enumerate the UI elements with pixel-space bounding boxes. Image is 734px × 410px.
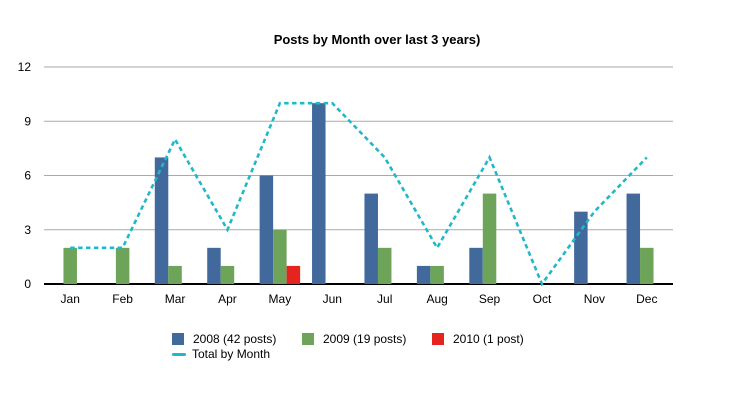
bar bbox=[377, 247, 392, 284]
bar bbox=[168, 265, 182, 284]
bar bbox=[469, 247, 483, 284]
bars-2010 bbox=[286, 265, 301, 284]
chart-title: Posts by Month over last 3 years) bbox=[273, 32, 481, 47]
month-label: Mar bbox=[165, 292, 186, 306]
month-label: Dec bbox=[636, 292, 657, 306]
bar bbox=[626, 193, 641, 284]
bar bbox=[63, 247, 77, 284]
bar bbox=[416, 265, 431, 284]
bar bbox=[364, 193, 378, 284]
bars-2008 bbox=[154, 103, 641, 285]
bar bbox=[430, 265, 444, 284]
bar bbox=[482, 193, 497, 284]
month-label: Nov bbox=[584, 292, 605, 306]
y-tick-label: 9 bbox=[24, 114, 31, 128]
month-label: Oct bbox=[533, 292, 552, 306]
bar bbox=[312, 103, 326, 285]
y-axis-labels: 0 3 6 9 12 bbox=[18, 60, 32, 291]
bar bbox=[574, 211, 588, 284]
month-label: Feb bbox=[112, 292, 133, 306]
month-label: Apr bbox=[218, 292, 237, 306]
bar bbox=[154, 157, 169, 284]
month-label: Sep bbox=[479, 292, 501, 306]
bar bbox=[286, 265, 301, 284]
bar bbox=[115, 247, 130, 284]
month-label: Jun bbox=[323, 292, 342, 306]
y-tick-label: 6 bbox=[24, 169, 31, 183]
month-label: Jan bbox=[61, 292, 80, 306]
y-tick-label: 3 bbox=[24, 223, 31, 237]
x-axis-labels: Jan Feb Mar Apr May Jun Jul Aug Sep Oct Nov Dec bbox=[61, 292, 658, 306]
bars-2009 bbox=[63, 193, 654, 284]
y-tick-label: 12 bbox=[18, 60, 32, 74]
gridlines bbox=[44, 66, 673, 285]
month-label: Aug bbox=[426, 292, 447, 306]
month-label: Jul bbox=[377, 292, 392, 306]
bar bbox=[273, 229, 287, 284]
total-by-month-line bbox=[70, 101, 648, 287]
bar bbox=[640, 247, 654, 284]
bar bbox=[259, 175, 274, 284]
month-label: May bbox=[269, 292, 292, 306]
bar bbox=[207, 247, 221, 284]
y-tick-label: 0 bbox=[24, 277, 31, 291]
bar bbox=[220, 265, 235, 284]
